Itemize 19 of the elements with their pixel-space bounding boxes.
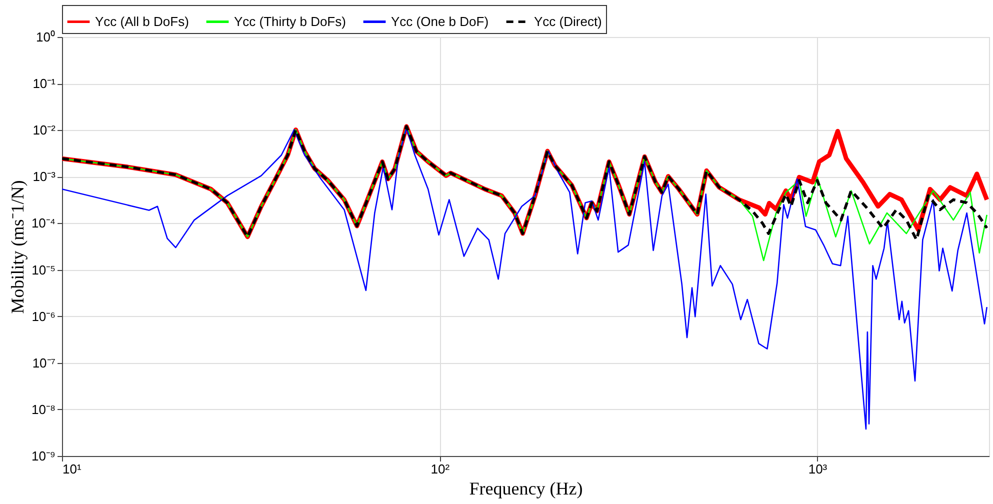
x-axis-title: Frequency (Hz) [469, 478, 583, 498]
y-tick-label: 10⁻⁶ [32, 308, 56, 324]
x-tick-label: 10³ [808, 462, 828, 476]
y-tick-label: 10⁻⁷ [32, 355, 56, 370]
legend-label: Ycc (All b DoFs) [95, 14, 189, 29]
y-tick-label: 10⁻⁵ [32, 262, 56, 278]
y-tick-label: 10⁻¹ [32, 76, 56, 92]
y-tick-label: 10⁰ [36, 30, 56, 44]
y-tick-label: 10⁻⁴ [31, 216, 56, 231]
legend-label: Ycc (Direct) [534, 14, 602, 29]
x-tick-label: 10¹ [62, 462, 82, 476]
legend-label: Ycc (Thirty b DoFs) [234, 14, 346, 29]
legend-label: Ycc (One b DoF) [391, 14, 489, 29]
y-tick-label: 10⁻⁸ [32, 402, 56, 417]
y-tick-label: 10⁻² [32, 122, 56, 138]
y-tick-label: 10⁻³ [32, 169, 56, 184]
y-tick-label: 10⁻⁹ [31, 448, 56, 464]
y-axis-title: Mobility (ms⁻1/N) [7, 180, 28, 314]
x-tick-label: 10² [430, 462, 450, 476]
